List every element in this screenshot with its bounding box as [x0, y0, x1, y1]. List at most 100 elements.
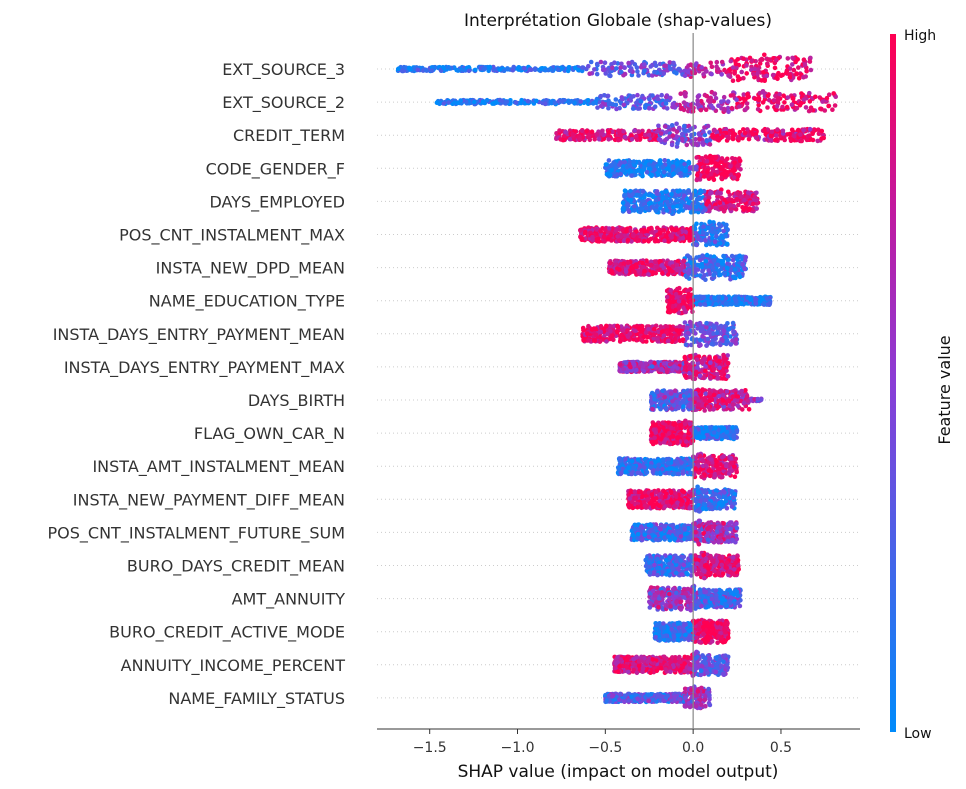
shap-point: [738, 194, 743, 200]
shap-point: [815, 138, 820, 144]
shap-point: [716, 221, 722, 227]
shap-point: [608, 232, 614, 237]
shap-point: [696, 131, 702, 136]
shap-point: [700, 253, 706, 259]
shap-point: [625, 334, 631, 340]
shap-point: [713, 301, 719, 307]
shap-point: [686, 188, 691, 194]
shap-point: [525, 98, 531, 104]
shap-point: [735, 191, 740, 196]
shap-point: [737, 253, 742, 259]
shap-point: [429, 68, 435, 73]
feature-row: CREDIT_TERM: [233, 121, 860, 149]
shap-point: [621, 129, 626, 134]
shap-point: [699, 189, 704, 194]
shap-point: [664, 233, 669, 238]
shap-point: [754, 206, 759, 211]
shap-point: [727, 197, 732, 202]
shap-point: [423, 68, 429, 73]
shap-point: [709, 190, 714, 195]
shap-point: [726, 73, 731, 78]
shap-point: [578, 99, 583, 104]
feature-label: CODE_GENDER_F: [206, 159, 345, 179]
feature-row: POS_CNT_INSTALMENT_MAX: [119, 219, 860, 248]
shap-point: [632, 128, 637, 133]
shap-point: [725, 321, 730, 326]
shap-point: [704, 343, 709, 348]
shap-point: [803, 105, 809, 110]
shap-point: [734, 97, 739, 102]
shap-point: [742, 197, 747, 203]
shap-point: [655, 264, 660, 269]
shap-point: [669, 142, 675, 148]
shap-point: [766, 57, 772, 62]
shap-point: [650, 93, 655, 98]
shap-point: [730, 78, 736, 83]
shap-point: [664, 208, 670, 213]
shap-point: [801, 128, 806, 133]
shap-point: [687, 165, 693, 171]
shap-point: [723, 233, 728, 239]
shap-point: [755, 71, 760, 76]
shap-point: [725, 105, 731, 111]
shap-point: [586, 63, 591, 69]
shap-point: [686, 270, 691, 276]
shap-point: [743, 205, 748, 210]
shap-point: [661, 71, 666, 76]
shap-point: [709, 103, 714, 109]
shap-point: [698, 107, 704, 113]
shap-point: [569, 98, 574, 104]
shap-point: [472, 99, 477, 105]
shap-point: [759, 57, 765, 62]
shap-point: [710, 132, 715, 138]
shap-point: [802, 62, 808, 68]
shap-point: [635, 92, 640, 98]
shap-point: [708, 60, 713, 66]
shap-point: [601, 67, 607, 72]
shap-point: [713, 205, 718, 211]
shap-point: [655, 172, 661, 177]
shap-point: [587, 137, 593, 143]
shap-point: [796, 65, 801, 70]
shap-point: [737, 274, 743, 280]
shap-point: [631, 233, 636, 239]
shap-point: [697, 337, 703, 343]
shap-point: [669, 233, 674, 238]
shap-point: [622, 134, 628, 140]
shap-point: [675, 268, 680, 273]
shap-point: [632, 269, 637, 275]
shap-point: [646, 162, 652, 167]
shap-point: [566, 66, 572, 72]
shap-point: [654, 129, 660, 134]
shap-point: [780, 104, 785, 110]
shap-point: [804, 69, 809, 74]
shap-point: [651, 205, 656, 210]
shap-point: [717, 200, 723, 206]
shap-point: [694, 204, 699, 210]
shap-point: [711, 331, 716, 336]
shap-point: [726, 109, 731, 115]
shap-point: [650, 73, 655, 78]
shap-point: [621, 72, 626, 78]
shap-point: [634, 137, 640, 142]
shap-point: [681, 258, 687, 264]
shap-point: [724, 222, 729, 228]
shap-point: [736, 172, 741, 178]
shap-point: [513, 100, 519, 105]
shap-point: [578, 228, 583, 233]
shap-point: [543, 67, 548, 73]
shap-point: [497, 97, 503, 103]
shap-point: [579, 68, 585, 74]
shap-point: [570, 131, 575, 137]
shap-point: [598, 103, 604, 109]
shap-point: [642, 68, 647, 74]
shap-point: [723, 204, 728, 210]
shap-point: [710, 225, 715, 231]
shap-point: [732, 71, 737, 76]
shap-point: [648, 236, 654, 242]
shap-point: [649, 262, 654, 268]
shap-point: [755, 107, 761, 112]
shap-point: [673, 333, 679, 338]
shap-point: [614, 66, 619, 71]
shap-point: [677, 125, 682, 131]
